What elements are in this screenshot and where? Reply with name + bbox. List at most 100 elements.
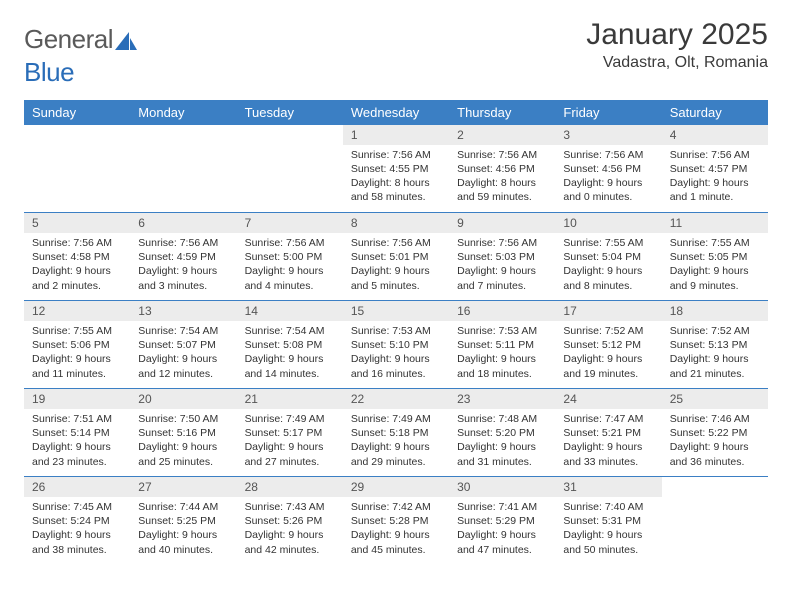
day-cell: 31Sunrise: 7:40 AMSunset: 5:31 PMDayligh… xyxy=(555,477,661,565)
day-header: Thursday xyxy=(449,100,555,125)
day-content: Sunrise: 7:56 AMSunset: 5:00 PMDaylight:… xyxy=(237,233,343,299)
day-content: Sunrise: 7:52 AMSunset: 5:12 PMDaylight:… xyxy=(555,321,661,387)
day-number: 9 xyxy=(449,213,555,233)
calendar-table: SundayMondayTuesdayWednesdayThursdayFrid… xyxy=(24,100,768,565)
week-row: 12Sunrise: 7:55 AMSunset: 5:06 PMDayligh… xyxy=(24,301,768,389)
empty-cell xyxy=(662,477,768,565)
day-number: 28 xyxy=(237,477,343,497)
day-number: 10 xyxy=(555,213,661,233)
day-number: 19 xyxy=(24,389,130,409)
day-content: Sunrise: 7:56 AMSunset: 4:57 PMDaylight:… xyxy=(662,145,768,211)
day-content: Sunrise: 7:53 AMSunset: 5:10 PMDaylight:… xyxy=(343,321,449,387)
day-content: Sunrise: 7:42 AMSunset: 5:28 PMDaylight:… xyxy=(343,497,449,563)
day-content: Sunrise: 7:56 AMSunset: 4:58 PMDaylight:… xyxy=(24,233,130,299)
day-cell: 14Sunrise: 7:54 AMSunset: 5:08 PMDayligh… xyxy=(237,301,343,389)
day-number: 12 xyxy=(24,301,130,321)
day-header: Friday xyxy=(555,100,661,125)
day-content: Sunrise: 7:50 AMSunset: 5:16 PMDaylight:… xyxy=(130,409,236,475)
empty-cell xyxy=(130,125,236,213)
day-content: Sunrise: 7:51 AMSunset: 5:14 PMDaylight:… xyxy=(24,409,130,475)
day-content: Sunrise: 7:54 AMSunset: 5:08 PMDaylight:… xyxy=(237,321,343,387)
day-cell: 9Sunrise: 7:56 AMSunset: 5:03 PMDaylight… xyxy=(449,213,555,301)
day-cell: 2Sunrise: 7:56 AMSunset: 4:56 PMDaylight… xyxy=(449,125,555,213)
day-content: Sunrise: 7:55 AMSunset: 5:06 PMDaylight:… xyxy=(24,321,130,387)
location: Vadastra, Olt, Romania xyxy=(586,54,768,72)
day-content: Sunrise: 7:54 AMSunset: 5:07 PMDaylight:… xyxy=(130,321,236,387)
week-row: 26Sunrise: 7:45 AMSunset: 5:24 PMDayligh… xyxy=(24,477,768,565)
day-number: 4 xyxy=(662,125,768,145)
day-header: Wednesday xyxy=(343,100,449,125)
day-number: 7 xyxy=(237,213,343,233)
day-cell: 11Sunrise: 7:55 AMSunset: 5:05 PMDayligh… xyxy=(662,213,768,301)
day-cell: 15Sunrise: 7:53 AMSunset: 5:10 PMDayligh… xyxy=(343,301,449,389)
day-content: Sunrise: 7:56 AMSunset: 4:56 PMDaylight:… xyxy=(449,145,555,211)
day-number: 2 xyxy=(449,125,555,145)
day-content: Sunrise: 7:49 AMSunset: 5:18 PMDaylight:… xyxy=(343,409,449,475)
day-content: Sunrise: 7:48 AMSunset: 5:20 PMDaylight:… xyxy=(449,409,555,475)
day-cell: 29Sunrise: 7:42 AMSunset: 5:28 PMDayligh… xyxy=(343,477,449,565)
empty-cell xyxy=(237,125,343,213)
header: GeneralBlue January 2025 Vadastra, Olt, … xyxy=(24,18,768,88)
day-number: 1 xyxy=(343,125,449,145)
day-number: 31 xyxy=(555,477,661,497)
day-number: 23 xyxy=(449,389,555,409)
day-header: Tuesday xyxy=(237,100,343,125)
day-number: 26 xyxy=(24,477,130,497)
day-content: Sunrise: 7:41 AMSunset: 5:29 PMDaylight:… xyxy=(449,497,555,563)
empty-cell xyxy=(24,125,130,213)
week-row: 5Sunrise: 7:56 AMSunset: 4:58 PMDaylight… xyxy=(24,213,768,301)
day-number: 5 xyxy=(24,213,130,233)
day-cell: 30Sunrise: 7:41 AMSunset: 5:29 PMDayligh… xyxy=(449,477,555,565)
day-cell: 21Sunrise: 7:49 AMSunset: 5:17 PMDayligh… xyxy=(237,389,343,477)
day-number: 6 xyxy=(130,213,236,233)
day-number: 15 xyxy=(343,301,449,321)
day-content: Sunrise: 7:56 AMSunset: 5:03 PMDaylight:… xyxy=(449,233,555,299)
day-number: 13 xyxy=(130,301,236,321)
day-content: Sunrise: 7:55 AMSunset: 5:05 PMDaylight:… xyxy=(662,233,768,299)
calendar-body: 1Sunrise: 7:56 AMSunset: 4:55 PMDaylight… xyxy=(24,125,768,565)
day-content: Sunrise: 7:40 AMSunset: 5:31 PMDaylight:… xyxy=(555,497,661,563)
day-content: Sunrise: 7:56 AMSunset: 4:55 PMDaylight:… xyxy=(343,145,449,211)
week-row: 1Sunrise: 7:56 AMSunset: 4:55 PMDaylight… xyxy=(24,125,768,213)
logo-sail-icon xyxy=(115,26,137,57)
day-cell: 17Sunrise: 7:52 AMSunset: 5:12 PMDayligh… xyxy=(555,301,661,389)
title-block: January 2025 Vadastra, Olt, Romania xyxy=(586,18,768,72)
day-cell: 25Sunrise: 7:46 AMSunset: 5:22 PMDayligh… xyxy=(662,389,768,477)
day-cell: 26Sunrise: 7:45 AMSunset: 5:24 PMDayligh… xyxy=(24,477,130,565)
day-cell: 12Sunrise: 7:55 AMSunset: 5:06 PMDayligh… xyxy=(24,301,130,389)
day-cell: 16Sunrise: 7:53 AMSunset: 5:11 PMDayligh… xyxy=(449,301,555,389)
day-cell: 3Sunrise: 7:56 AMSunset: 4:56 PMDaylight… xyxy=(555,125,661,213)
day-header: Saturday xyxy=(662,100,768,125)
day-cell: 18Sunrise: 7:52 AMSunset: 5:13 PMDayligh… xyxy=(662,301,768,389)
week-row: 19Sunrise: 7:51 AMSunset: 5:14 PMDayligh… xyxy=(24,389,768,477)
day-cell: 27Sunrise: 7:44 AMSunset: 5:25 PMDayligh… xyxy=(130,477,236,565)
day-content: Sunrise: 7:43 AMSunset: 5:26 PMDaylight:… xyxy=(237,497,343,563)
day-content: Sunrise: 7:45 AMSunset: 5:24 PMDaylight:… xyxy=(24,497,130,563)
logo: GeneralBlue xyxy=(24,24,137,88)
day-content: Sunrise: 7:47 AMSunset: 5:21 PMDaylight:… xyxy=(555,409,661,475)
day-cell: 22Sunrise: 7:49 AMSunset: 5:18 PMDayligh… xyxy=(343,389,449,477)
day-number: 8 xyxy=(343,213,449,233)
day-cell: 23Sunrise: 7:48 AMSunset: 5:20 PMDayligh… xyxy=(449,389,555,477)
day-number: 29 xyxy=(343,477,449,497)
day-number: 11 xyxy=(662,213,768,233)
day-content: Sunrise: 7:49 AMSunset: 5:17 PMDaylight:… xyxy=(237,409,343,475)
day-cell: 5Sunrise: 7:56 AMSunset: 4:58 PMDaylight… xyxy=(24,213,130,301)
day-number: 24 xyxy=(555,389,661,409)
day-number: 22 xyxy=(343,389,449,409)
day-content: Sunrise: 7:53 AMSunset: 5:11 PMDaylight:… xyxy=(449,321,555,387)
day-content: Sunrise: 7:56 AMSunset: 4:59 PMDaylight:… xyxy=(130,233,236,299)
day-number: 25 xyxy=(662,389,768,409)
day-content: Sunrise: 7:55 AMSunset: 5:04 PMDaylight:… xyxy=(555,233,661,299)
day-number: 20 xyxy=(130,389,236,409)
page-title: January 2025 xyxy=(586,18,768,52)
day-header: Monday xyxy=(130,100,236,125)
day-number: 18 xyxy=(662,301,768,321)
day-number: 30 xyxy=(449,477,555,497)
logo-text: GeneralBlue xyxy=(24,24,137,88)
day-content: Sunrise: 7:44 AMSunset: 5:25 PMDaylight:… xyxy=(130,497,236,563)
day-cell: 24Sunrise: 7:47 AMSunset: 5:21 PMDayligh… xyxy=(555,389,661,477)
day-content: Sunrise: 7:52 AMSunset: 5:13 PMDaylight:… xyxy=(662,321,768,387)
logo-part2: Blue xyxy=(24,57,74,87)
day-content: Sunrise: 7:56 AMSunset: 5:01 PMDaylight:… xyxy=(343,233,449,299)
